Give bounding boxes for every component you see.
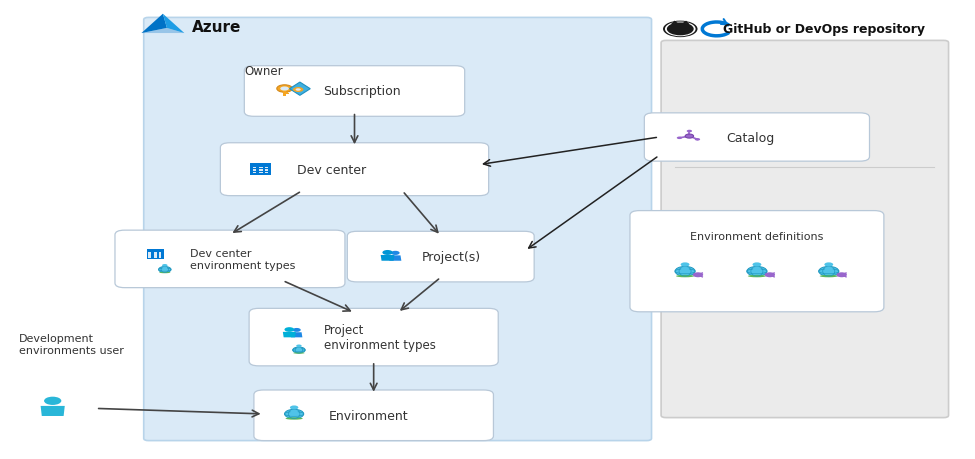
Circle shape	[663, 22, 697, 38]
FancyBboxPatch shape	[644, 114, 870, 162]
Circle shape	[693, 273, 703, 278]
Circle shape	[285, 327, 294, 332]
Text: Development
environments user: Development environments user	[20, 334, 124, 355]
FancyBboxPatch shape	[250, 308, 498, 366]
Circle shape	[675, 267, 695, 276]
Text: Project
environment types: Project environment types	[324, 324, 436, 351]
Text: Owner: Owner	[245, 65, 283, 78]
Bar	[259, 172, 263, 174]
Circle shape	[685, 135, 693, 139]
Polygon shape	[290, 83, 310, 96]
Circle shape	[667, 23, 693, 36]
Circle shape	[285, 409, 304, 419]
Bar	[154, 255, 157, 256]
Bar	[253, 172, 256, 174]
Text: Catalog: Catalog	[725, 131, 774, 144]
Bar	[148, 257, 151, 258]
Bar	[264, 172, 268, 174]
Ellipse shape	[293, 353, 304, 354]
Bar	[253, 168, 256, 169]
Text: Environment definitions: Environment definitions	[690, 232, 824, 242]
Circle shape	[293, 88, 303, 93]
Polygon shape	[141, 29, 184, 34]
FancyBboxPatch shape	[245, 67, 465, 117]
Circle shape	[44, 397, 61, 405]
Circle shape	[819, 267, 838, 276]
Circle shape	[159, 267, 171, 273]
Bar	[286, 93, 288, 94]
Polygon shape	[41, 406, 64, 416]
Circle shape	[277, 85, 292, 93]
Bar	[159, 252, 162, 254]
Polygon shape	[162, 268, 168, 271]
Polygon shape	[753, 268, 761, 274]
Circle shape	[747, 267, 767, 276]
Bar	[154, 257, 157, 258]
Polygon shape	[290, 410, 298, 416]
Circle shape	[295, 89, 300, 92]
Polygon shape	[671, 22, 679, 25]
Circle shape	[296, 345, 301, 347]
Polygon shape	[291, 332, 302, 338]
Text: Environment: Environment	[329, 409, 409, 422]
Bar	[146, 250, 164, 260]
Text: Project(s): Project(s)	[422, 251, 482, 263]
Polygon shape	[389, 256, 402, 261]
Text: Dev center
environment types: Dev center environment types	[190, 249, 295, 270]
FancyBboxPatch shape	[220, 143, 488, 196]
FancyBboxPatch shape	[254, 390, 493, 441]
Bar	[283, 90, 286, 96]
Polygon shape	[681, 268, 689, 274]
Ellipse shape	[748, 275, 766, 278]
Polygon shape	[141, 15, 167, 34]
Polygon shape	[296, 348, 301, 352]
Ellipse shape	[286, 418, 303, 420]
Bar	[253, 170, 256, 172]
Bar	[251, 164, 271, 176]
Polygon shape	[283, 332, 295, 338]
Circle shape	[292, 347, 305, 353]
FancyBboxPatch shape	[661, 41, 949, 418]
Polygon shape	[163, 15, 184, 34]
FancyBboxPatch shape	[115, 231, 345, 288]
Bar	[148, 255, 151, 256]
FancyBboxPatch shape	[143, 18, 651, 441]
Circle shape	[382, 251, 393, 255]
Text: Dev center: Dev center	[297, 163, 367, 176]
Circle shape	[280, 87, 289, 91]
FancyBboxPatch shape	[347, 232, 534, 282]
Circle shape	[753, 263, 761, 267]
Bar	[264, 170, 268, 172]
Circle shape	[292, 328, 300, 332]
Bar	[286, 94, 289, 95]
Circle shape	[824, 263, 834, 267]
Bar	[154, 252, 157, 254]
Polygon shape	[682, 22, 690, 25]
Bar	[159, 255, 162, 256]
Text: Azure: Azure	[192, 20, 241, 35]
Bar	[264, 168, 268, 169]
Text: Subscription: Subscription	[323, 85, 401, 98]
Bar	[259, 170, 263, 172]
Polygon shape	[380, 255, 395, 261]
Circle shape	[290, 406, 298, 409]
Bar	[259, 168, 263, 169]
Circle shape	[391, 251, 400, 255]
Polygon shape	[824, 268, 834, 274]
Ellipse shape	[820, 275, 838, 278]
FancyBboxPatch shape	[630, 211, 884, 312]
Circle shape	[837, 273, 847, 278]
Ellipse shape	[676, 275, 694, 278]
Circle shape	[695, 139, 700, 141]
Circle shape	[162, 264, 168, 267]
Bar	[159, 257, 162, 258]
Bar	[148, 252, 151, 254]
Text: GitHub or DevOps repository: GitHub or DevOps repository	[723, 23, 925, 36]
Circle shape	[764, 273, 775, 278]
Circle shape	[681, 263, 689, 267]
Circle shape	[677, 137, 682, 140]
Ellipse shape	[159, 272, 171, 274]
Circle shape	[665, 22, 695, 37]
Circle shape	[686, 130, 692, 133]
